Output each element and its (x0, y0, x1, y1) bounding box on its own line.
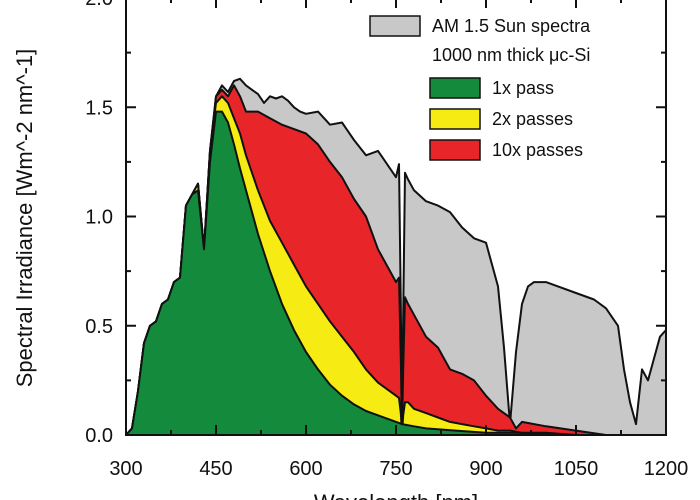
legend-swatch-2x-passes (429, 108, 481, 130)
x-tick-label: 300 (109, 458, 142, 480)
x-tick-label: 1050 (554, 458, 599, 480)
legend-label-am-1-5-sun-spectra: AM 1.5 Sun spectra (432, 16, 591, 36)
legend-label-2x-passes: 2x passes (492, 109, 573, 129)
y-axis-ticks: 0.0 0.5 1.0 1.5 2.0 (85, 0, 666, 447)
legend: AM 1.5 Sun spectra 1000 nm thick μc-Si 1x … (369, 15, 591, 161)
x-tick-label: 600 (289, 458, 322, 480)
x-axis-ticks: 300 450 600 750 900 1050 1200 (109, 0, 688, 480)
y-tick-label: 2.0 (85, 0, 113, 10)
legend-swatch-1x-pass (429, 77, 481, 99)
legend-label-10x-passes: 10x passes (492, 140, 583, 160)
legend-subtitle: 1000 nm thick μc-Si (432, 45, 590, 65)
legend-swatch-10x-passes (429, 139, 481, 161)
y-axis-title: Spectral Irradiance [Wm^-2 nm^-1] (12, 49, 37, 388)
x-tick-label: 450 (199, 458, 232, 480)
x-tick-label: 750 (379, 458, 412, 480)
y-tick-label: 0.0 (85, 425, 113, 447)
x-tick-label: 1200 (644, 458, 689, 480)
y-tick-label: 1.5 (85, 97, 113, 119)
series-areas (125, 77, 667, 436)
legend-label-1x-pass: 1x pass (492, 78, 554, 98)
x-tick-label: 900 (469, 458, 502, 480)
area-1x-pass (125, 110, 607, 436)
legend-swatch-am-1-5-sun-spectra (369, 15, 421, 37)
x-axis-title: Wavelength [nm] (314, 490, 478, 500)
y-tick-label: 1.0 (85, 207, 113, 229)
y-tick-label: 0.5 (85, 316, 113, 338)
